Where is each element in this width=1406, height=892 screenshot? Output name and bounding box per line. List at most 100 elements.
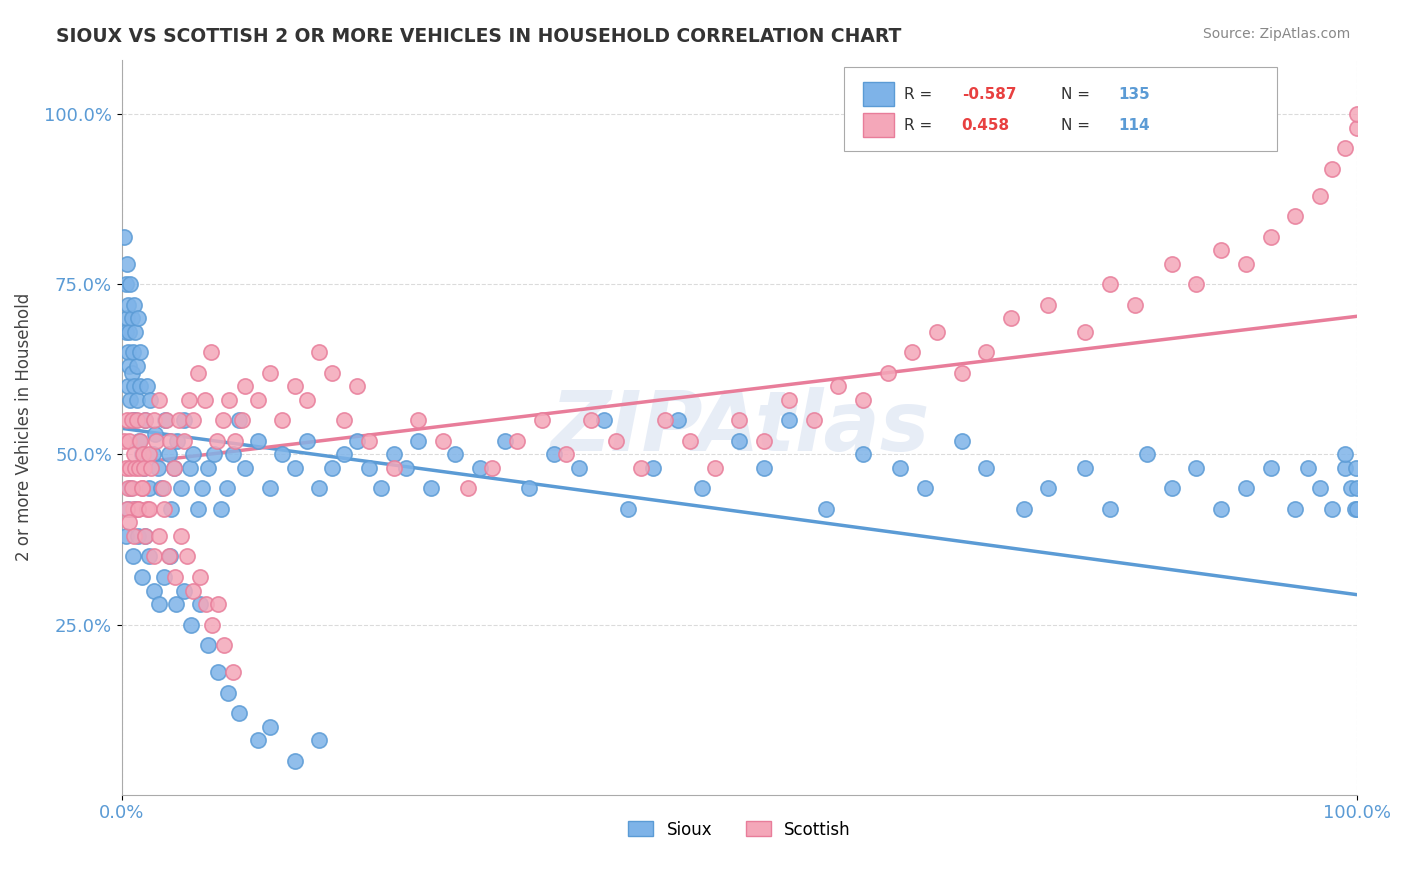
Point [173,583,195,598]
Point [117,345,139,359]
Point [115,501,138,516]
Point [1333,447,1355,461]
Point [246,392,269,407]
Point [218,392,240,407]
Point [134,413,156,427]
Point [153,570,176,584]
Point [180,617,202,632]
Point [124,461,146,475]
Point [1284,501,1306,516]
Point [592,413,614,427]
Legend: Sioux, Scottish: Sioux, Scottish [621,814,858,846]
Point [579,413,602,427]
Point [118,359,141,373]
Point [778,392,800,407]
Point [163,461,186,475]
Point [145,434,167,448]
Point [194,392,217,407]
Point [444,447,467,461]
Point [357,434,380,448]
Point [321,366,343,380]
Point [1160,482,1182,496]
Point [308,345,330,359]
Point [827,379,849,393]
Point [224,434,246,448]
Point [153,413,176,427]
Point [1234,257,1257,271]
Point [284,379,307,393]
Point [1123,298,1146,312]
Point [1322,501,1344,516]
Point [728,434,751,448]
Point [194,597,217,611]
Point [134,529,156,543]
Point [271,447,294,461]
Point [209,501,232,516]
Point [121,366,143,380]
Point [215,482,238,496]
Point [778,413,800,427]
Point [419,482,441,496]
Point [1234,482,1257,496]
Point [814,501,837,516]
Point [132,447,155,461]
Point [134,529,156,543]
Point [148,392,170,407]
Point [179,461,201,475]
Point [1296,461,1319,475]
Point [346,379,368,393]
Point [122,345,145,359]
Point [121,311,143,326]
Point [852,447,875,461]
Point [1211,501,1233,516]
Point [357,461,380,475]
Point [204,447,226,461]
Point [295,434,318,448]
Point [131,570,153,584]
Point [852,392,875,407]
Point [112,434,135,448]
Point [1185,461,1208,475]
Point [346,434,368,448]
Point [370,482,392,496]
Point [382,461,405,475]
Point [120,461,142,475]
Point [568,461,591,475]
Point [295,392,318,407]
Point [1012,501,1035,516]
Point [1038,482,1060,496]
Point [321,461,343,475]
Text: N =: N = [1060,118,1094,133]
Point [889,461,911,475]
Point [142,413,165,427]
Point [1098,277,1121,292]
Point [217,685,239,699]
Point [167,413,190,427]
Point [271,413,294,427]
Point [117,298,139,312]
Text: -0.587: -0.587 [962,87,1017,102]
Point [976,345,998,359]
Point [468,461,491,475]
Point [142,583,165,598]
Point [1074,461,1097,475]
Point [127,311,149,326]
Point [333,447,356,461]
Point [207,597,229,611]
Point [1074,325,1097,339]
Point [1284,209,1306,223]
Text: SIOUX VS SCOTTISH 2 OR MORE VEHICLES IN HOUSEHOLD CORRELATION CHART: SIOUX VS SCOTTISH 2 OR MORE VEHICLES IN … [56,27,901,45]
Point [157,447,180,461]
Point [752,434,775,448]
Point [134,413,156,427]
Point [122,549,145,564]
Point [122,447,145,461]
Point [183,583,205,598]
Point [728,413,751,427]
Point [117,379,139,393]
Point [1344,461,1367,475]
Point [506,434,529,448]
Point [666,413,689,427]
Point [235,379,257,393]
Point [703,461,725,475]
